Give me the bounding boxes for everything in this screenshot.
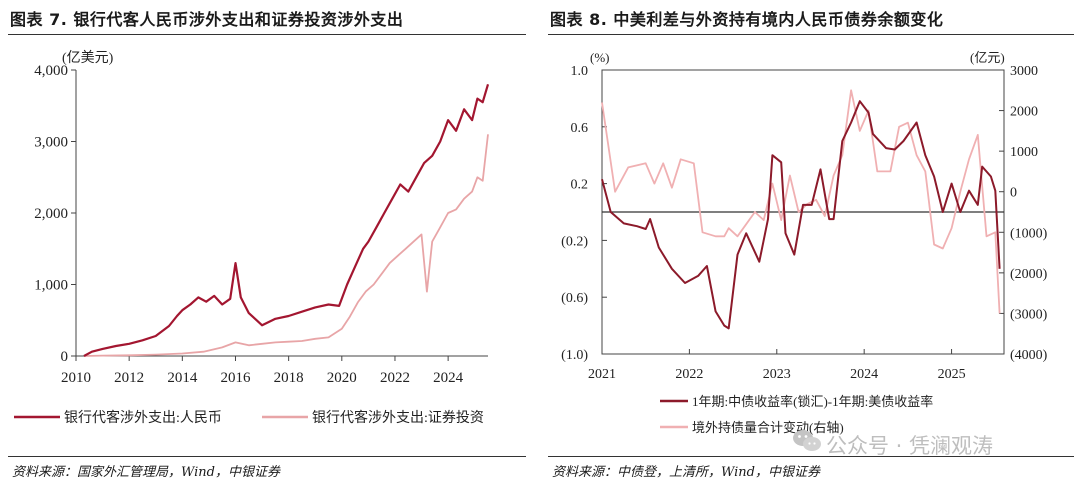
y-tick-label-right: 0 xyxy=(1010,186,1017,201)
y-tick-label: 1,000 xyxy=(34,278,68,294)
left-line-chart: (亿美元) 0 1,000 2,000 3,000 4,000 2010 2012 2014 20… xyxy=(14,50,490,426)
y-tick-label-right: 3000 xyxy=(1010,64,1038,79)
x-tick-label: 2016 xyxy=(220,370,251,386)
x-tick-label: 2010 xyxy=(61,370,91,386)
legend-label: 1年期:中债收益率(锁汇)-1年期:美债收益率 xyxy=(692,394,933,409)
x-tick-label: 2024 xyxy=(433,370,464,386)
series-line-1 xyxy=(83,83,490,357)
chart-title: 图表 8. 中美利差与外资持有境内人民币债券余额变化 xyxy=(550,10,944,29)
data-source-note: 资料来源：中债登，上清所，Wind，中银证券 xyxy=(552,465,820,480)
y-tick-label-left: (0.2) xyxy=(561,234,588,249)
y-tick-label-right: (4000) xyxy=(1010,348,1048,363)
source-divider xyxy=(8,456,526,457)
legend-label: 银行代客涉外支出:证券投资 xyxy=(312,409,484,426)
x-tick-label: 2018 xyxy=(274,370,304,386)
x-tick-label: 2022 xyxy=(675,367,703,382)
y-tick-label-right: (3000) xyxy=(1010,307,1048,322)
left-chart-panel: 图表 7. 银行代客人民币涉外支出和证券投资涉外支出 (亿美元) 0 1,000 2,… xyxy=(0,0,532,487)
watermark-text: 公众号 · 凭澜观涛 xyxy=(826,434,994,458)
title-divider xyxy=(548,34,1074,35)
y-tick-label: 3,000 xyxy=(34,135,68,151)
y-tick-label: 4,000 xyxy=(34,63,68,79)
x-tick-label: 2012 xyxy=(114,370,144,386)
wechat-icon xyxy=(793,430,821,451)
right-chart-panel: 图表 8. 中美利差与外资持有境内人民币债券余额变化 (%) (亿元) 1.0 0.6… xyxy=(540,0,1080,487)
y-axis-label-right: (亿元) xyxy=(970,50,1005,65)
y-tick-label: 2,000 xyxy=(34,206,68,222)
y-tick-label: 0 xyxy=(61,349,69,365)
x-tick-label: 2021 xyxy=(588,367,616,382)
y-tick-label-left: 0.2 xyxy=(571,178,589,193)
series-line-1 xyxy=(601,100,1001,330)
y-tick-label-left: (1.0) xyxy=(561,348,588,363)
y-axis-label: (亿美元) xyxy=(62,50,114,66)
series-line-2 xyxy=(83,134,489,357)
y-tick-label-right: (2000) xyxy=(1010,267,1048,282)
data-source-note: 资料来源：国家外汇管理局，Wind，中银证券 xyxy=(12,465,280,480)
x-tick-label: 2023 xyxy=(763,367,791,382)
x-tick-label: 2014 xyxy=(167,370,198,386)
title-divider xyxy=(8,34,526,35)
y-tick-label-right: 1000 xyxy=(1010,145,1038,160)
x-tick-label: 2020 xyxy=(327,370,357,386)
right-line-chart: (%) (亿元) 1.0 0.6 0.2 (0.2) (0.6) (1.0) 3000 2000 1… xyxy=(561,50,1048,435)
y-tick-label-left: 1.0 xyxy=(571,64,589,79)
y-tick-label-right: 2000 xyxy=(1010,105,1038,120)
legend-label: 银行代客涉外支出:人民币 xyxy=(64,409,222,426)
x-tick-label: 2025 xyxy=(938,367,966,382)
y-tick-label-left: 0.6 xyxy=(571,121,589,136)
y-axis-label-left: (%) xyxy=(590,50,610,65)
x-tick-label: 2022 xyxy=(380,370,410,386)
y-tick-label-left: (0.6) xyxy=(561,291,588,306)
x-tick-label: 2024 xyxy=(850,367,878,382)
chart-title: 图表 7. 银行代客人民币涉外支出和证券投资涉外支出 xyxy=(10,10,404,29)
source-divider xyxy=(548,456,1074,457)
y-tick-label-right: (1000) xyxy=(1010,226,1048,241)
